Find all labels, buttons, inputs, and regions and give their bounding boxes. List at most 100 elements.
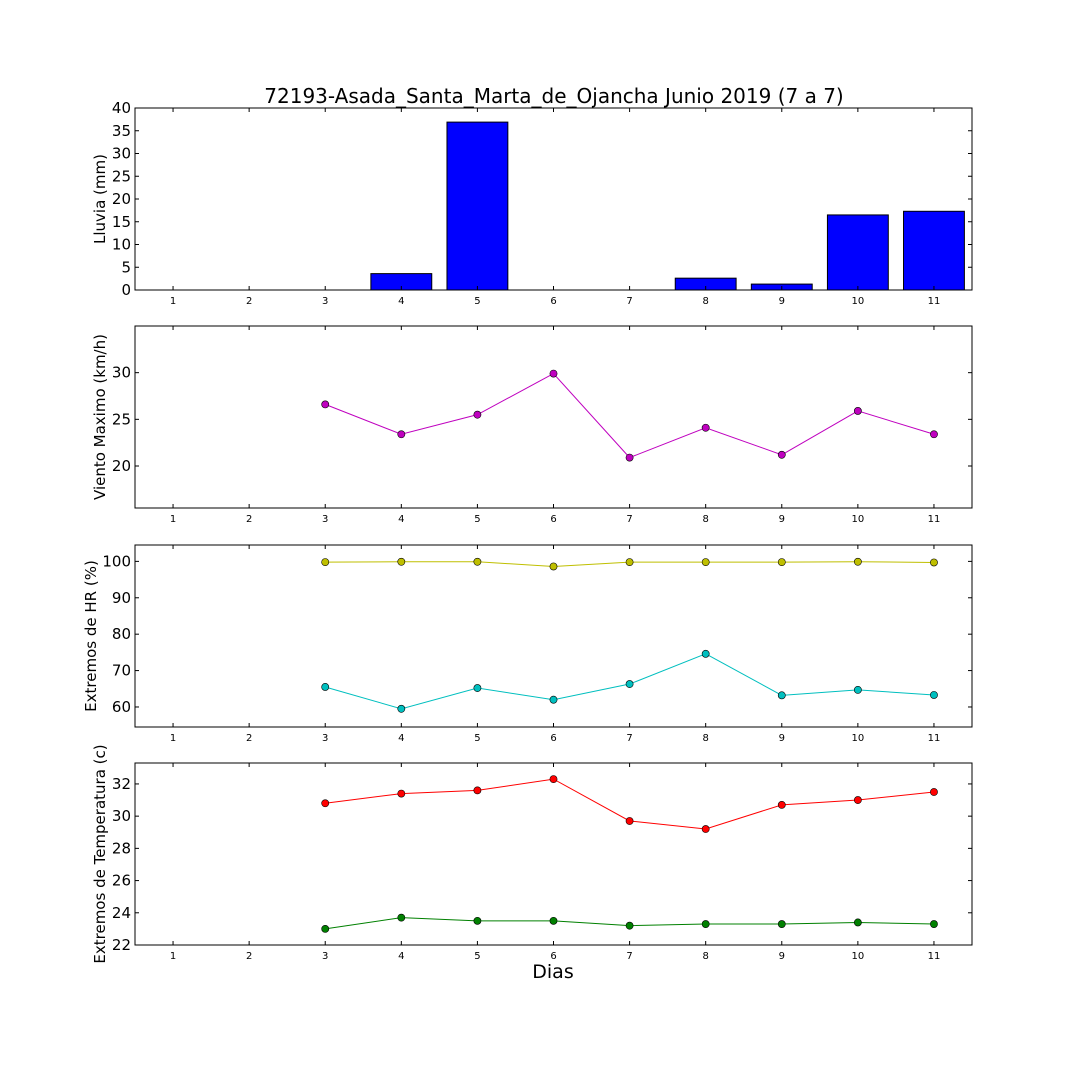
x-tick-label: 11	[928, 733, 941, 744]
point-s1-day-6	[549, 369, 558, 378]
point-s1-day-8	[701, 558, 710, 567]
point-s2-day-3	[321, 924, 330, 933]
x-tick-label: 10	[851, 514, 864, 525]
y-tick-label: 5	[121, 258, 131, 276]
point-s1-day-7	[625, 817, 634, 825]
y-tick-label: 80	[112, 625, 131, 643]
point-s1-day-8	[701, 423, 710, 432]
point-s1-day-5	[473, 786, 482, 795]
y-tick-label: 10	[112, 236, 131, 254]
point-s1-day-10	[853, 796, 862, 804]
point-s2-day-7	[625, 680, 634, 688]
point-s2-day-6	[549, 916, 558, 925]
plot-area	[135, 763, 972, 945]
x-tick-label: 10	[851, 733, 864, 744]
x-tick-label: 10	[851, 296, 864, 307]
y-tick-label: 25	[112, 167, 131, 185]
x-tick-label: 9	[779, 514, 785, 525]
y-tick-label: 25	[112, 410, 131, 428]
point-s2-day-10	[853, 918, 862, 927]
y-tick-label: 15	[112, 213, 131, 231]
point-s1-day-11	[930, 558, 938, 567]
x-tick-label: 4	[398, 296, 404, 307]
y-tick-label: 60	[112, 698, 131, 716]
point-s1-day-11	[930, 430, 938, 439]
y-tick-label: 70	[112, 662, 131, 680]
point-s1-day-9	[777, 800, 786, 809]
x-tick-label: 11	[928, 296, 941, 307]
x-tick-label: 5	[474, 296, 480, 307]
point-s1-day-10	[853, 407, 862, 415]
x-tick-label: 5	[474, 951, 480, 962]
point-s2-day-10	[853, 685, 862, 694]
point-s1-day-6	[549, 562, 558, 571]
y-tick-label: 20	[112, 457, 131, 475]
point-s1-day-3	[321, 558, 330, 567]
point-s1-day-7	[625, 558, 634, 567]
x-tick-label: 9	[779, 951, 785, 962]
point-s2-day-9	[777, 920, 786, 928]
point-s2-day-5	[473, 916, 482, 925]
x-tick-label: 2	[246, 296, 252, 307]
point-s1-day-4	[397, 557, 406, 566]
y-tick-label: 0	[121, 281, 131, 299]
y-tick-label: 40	[112, 99, 131, 117]
x-tick-label: 2	[246, 514, 252, 525]
y-tick-label: 30	[112, 807, 131, 825]
x-tick-label: 11	[928, 514, 941, 525]
y-tick-label: 90	[112, 589, 131, 607]
point-s1-day-4	[397, 789, 406, 798]
figure-title: 72193-Asada_Santa_Marta_de_Ojancha Junio…	[264, 84, 843, 108]
point-s2-day-11	[930, 920, 938, 928]
x-tick-label: 9	[779, 296, 785, 307]
x-tick-label: 6	[550, 733, 556, 744]
point-s1-day-9	[777, 558, 786, 567]
x-tick-label: 11	[928, 951, 941, 962]
y-tick-label: 32	[112, 775, 131, 793]
y-tick-label: 22	[112, 936, 131, 954]
x-tick-label: 1	[170, 951, 176, 962]
x-tick-label: 6	[550, 514, 556, 525]
plot-area	[135, 326, 972, 508]
point-s1-day-5	[473, 410, 482, 419]
x-tick-label: 3	[322, 296, 328, 307]
point-s2-day-6	[549, 695, 558, 704]
x-tick-label: 8	[702, 733, 708, 744]
x-tick-label: 3	[322, 514, 328, 525]
bar-day-10	[826, 214, 889, 291]
y-tick-label: 30	[112, 364, 131, 382]
x-tick-label: 7	[626, 733, 632, 744]
point-s2-day-3	[321, 683, 330, 691]
x-tick-label: 7	[626, 514, 632, 525]
y-tick-label: 100	[102, 552, 131, 570]
x-tick-label: 2	[246, 951, 252, 962]
x-tick-label: 1	[170, 514, 176, 525]
point-s1-day-11	[930, 788, 938, 796]
bar-day-11	[903, 210, 965, 291]
point-s1-day-8	[701, 825, 710, 833]
y-tick-label: 30	[112, 145, 131, 163]
point-s1-day-4	[397, 430, 406, 439]
x-tick-label: 7	[626, 296, 632, 307]
x-tick-label: 7	[626, 951, 632, 962]
point-s2-day-8	[701, 920, 710, 928]
x-axis-label: Dias	[532, 961, 573, 983]
point-s2-day-4	[397, 913, 406, 922]
point-s2-day-7	[625, 921, 634, 930]
x-tick-label: 8	[702, 951, 708, 962]
y-axis-label: Extremos de HR (%)	[82, 560, 100, 712]
x-tick-label: 5	[474, 514, 480, 525]
y-axis-label: Viento Maximo (km/h)	[91, 334, 109, 500]
point-s1-day-9	[777, 450, 786, 459]
x-tick-label: 1	[170, 296, 176, 307]
bar-day-5	[446, 121, 509, 291]
x-tick-label: 5	[474, 733, 480, 744]
point-s2-day-5	[473, 684, 482, 692]
x-tick-label: 4	[398, 951, 404, 962]
x-tick-label: 1	[170, 733, 176, 744]
point-s1-day-3	[321, 799, 330, 808]
x-tick-label: 10	[851, 951, 864, 962]
y-tick-label: 26	[112, 872, 131, 890]
